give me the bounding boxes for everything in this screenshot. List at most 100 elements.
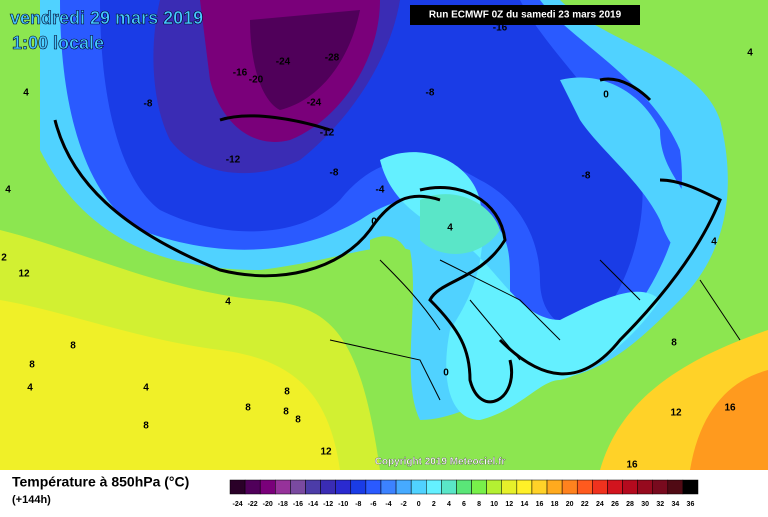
scale-label: 24 <box>596 501 604 508</box>
scale-label: 20 <box>566 501 574 508</box>
contour-label: -16 <box>233 68 248 79</box>
scale-label: 28 <box>626 501 634 508</box>
contour-label: 8 <box>671 338 677 349</box>
scale-swatch <box>259 479 276 495</box>
map <box>0 0 768 470</box>
scale-label: -10 <box>338 501 348 508</box>
scale-label: -16 <box>293 501 303 508</box>
scale-label: -6 <box>370 501 376 508</box>
scale-swatch <box>561 479 578 495</box>
contour-label: 16 <box>626 460 638 471</box>
scale-swatch <box>275 479 291 495</box>
contour-label: 8 <box>70 341 76 352</box>
scale-swatch <box>456 479 472 495</box>
contour-label: -8 <box>426 88 435 99</box>
scale-label: -12 <box>323 501 333 508</box>
scale-swatch <box>501 479 518 495</box>
scale-swatch <box>682 479 699 495</box>
contour-label: 8 <box>245 403 251 414</box>
scale-swatch <box>335 479 352 495</box>
lead-time: (+144h) <box>12 494 51 506</box>
scale-swatch <box>244 479 261 495</box>
contour-label: 4 <box>447 223 453 234</box>
contour-label: -8 <box>582 171 591 182</box>
scale-label: 30 <box>641 501 649 508</box>
scale-swatch <box>667 479 684 495</box>
contour-label: -4 <box>376 185 385 196</box>
legend-title: Température à 850hPa (°C) <box>12 474 189 490</box>
contour-label: 12 <box>670 408 682 419</box>
scale-swatch <box>410 479 427 495</box>
scale-swatch <box>365 479 382 495</box>
scale-swatch <box>592 479 608 495</box>
contour-label: -8 <box>330 168 339 179</box>
scale-swatch <box>652 479 669 495</box>
scale-label: 0 <box>417 501 421 508</box>
scale-swatch <box>531 479 548 495</box>
scale-swatch <box>607 479 623 495</box>
contour-label: 12 <box>320 447 332 458</box>
scale-label: 18 <box>551 501 559 508</box>
scale-label: -4 <box>385 501 391 508</box>
scale-label: 36 <box>687 501 695 508</box>
scale-label: 32 <box>656 501 664 508</box>
scale-swatch <box>380 479 397 495</box>
contour-label: 8 <box>29 360 35 371</box>
scale-label: 26 <box>611 501 619 508</box>
scale-swatch <box>516 479 533 495</box>
copyright: Copyright 2019 Meteociel.fr <box>375 457 506 468</box>
contour-label: 0 <box>443 368 449 379</box>
contour-labels: -16-16-20-24 -28-24-12-12-8-8-8-40-804444… <box>1 23 753 471</box>
scale-label: 10 <box>490 501 498 508</box>
local-time: 1:00 locale <box>12 33 104 53</box>
scale-label: 16 <box>536 501 544 508</box>
contour-label: -24 <box>276 57 291 68</box>
contour-label: 16 <box>724 403 736 414</box>
scale-swatch <box>622 479 638 495</box>
contour-label: -24 <box>307 98 322 109</box>
contour-label: 4 <box>5 185 11 196</box>
scale-label: -20 <box>263 501 273 508</box>
scale-swatch <box>395 479 412 495</box>
contour-label: -8 <box>144 99 153 110</box>
contour-label: 4 <box>747 48 753 59</box>
scale-label: -22 <box>248 501 258 508</box>
contour-label: 12 <box>18 269 30 280</box>
contour-label: -16 <box>493 23 508 34</box>
scale-swatch <box>471 479 487 495</box>
contour-label: 4 <box>143 383 149 394</box>
contour-label: -28 <box>325 53 340 64</box>
scale-label: 4 <box>447 501 451 508</box>
contour-label: 4 <box>23 88 29 99</box>
contour-label: 4 <box>711 237 717 248</box>
scale-swatch <box>290 479 306 495</box>
contour-label: 0 <box>603 90 609 101</box>
scale-swatch <box>441 479 457 495</box>
contour-label: 8 <box>283 407 289 418</box>
scale-swatch <box>576 479 593 495</box>
scale-label: 2 <box>432 501 436 508</box>
scale-swatch <box>546 479 563 495</box>
scale-label: 8 <box>477 501 481 508</box>
scale-swatch <box>229 479 246 495</box>
contour-label: 4 <box>225 297 231 308</box>
contour-label: -12 <box>226 155 241 166</box>
contour-label: 8 <box>284 387 290 398</box>
coastlines <box>53 77 722 404</box>
scale-label: -14 <box>308 501 318 508</box>
contour-label: 8 <box>295 415 301 426</box>
contour-label: -12 <box>320 128 335 139</box>
scale-label: -24 <box>232 501 242 508</box>
scale-swatch <box>350 479 367 495</box>
scale-swatch <box>320 479 336 495</box>
scale-swatch <box>637 479 653 495</box>
scale-label: -18 <box>278 501 288 508</box>
contour-label: 2 <box>1 253 7 264</box>
run-info: Run ECMWF 0Z du samedi 23 mars 2019 <box>429 10 622 21</box>
scale-label: -8 <box>355 501 361 508</box>
scale-label: -2 <box>400 501 406 508</box>
date-title: vendredi 29 mars 2019 <box>10 8 203 28</box>
run-box <box>410 5 640 25</box>
contour-label: 8 <box>143 421 149 432</box>
